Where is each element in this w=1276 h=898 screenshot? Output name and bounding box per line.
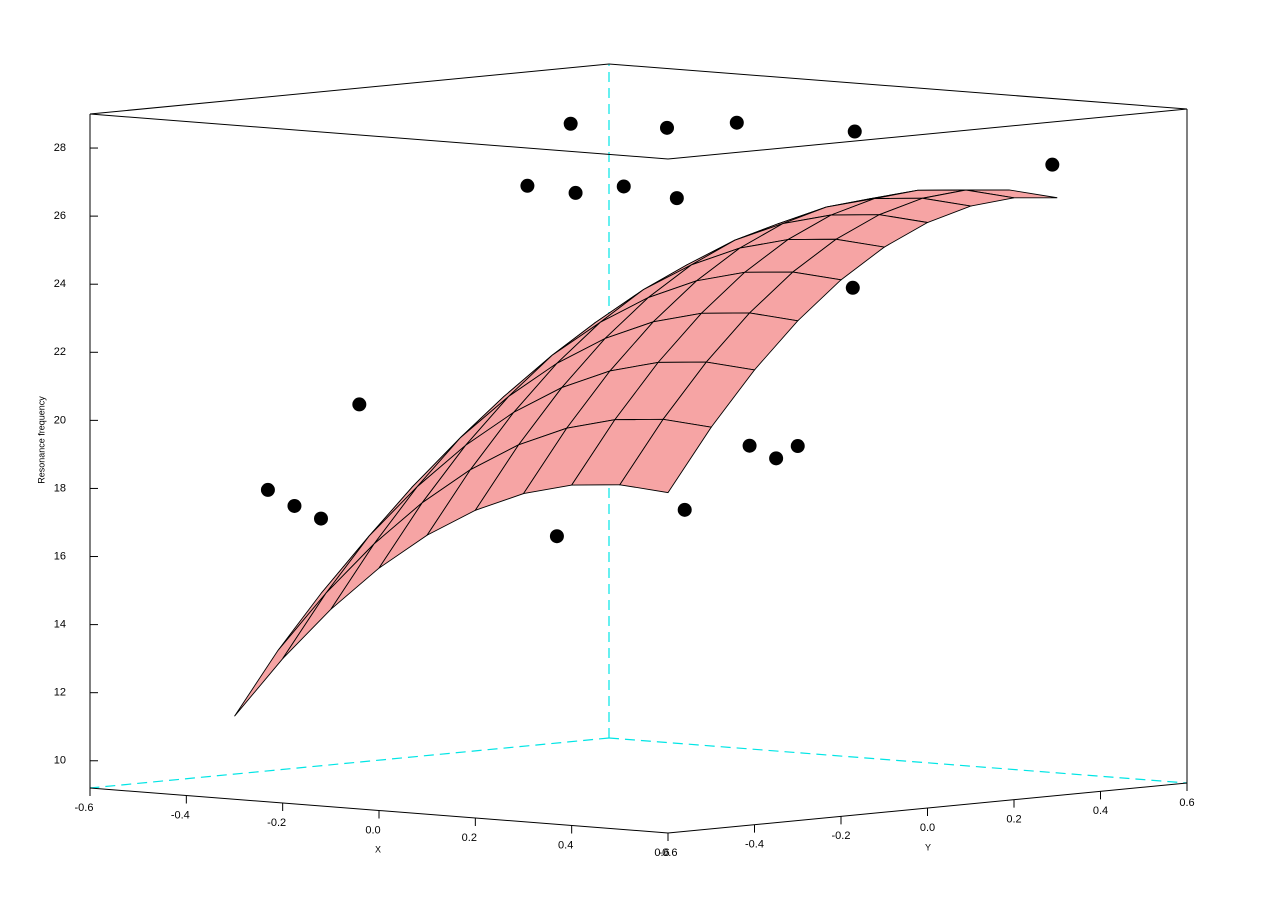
data-point [568,185,583,200]
data-point [677,502,692,517]
y-tick-label: 0.0 [920,822,935,834]
z-tick-label: 22 [54,346,66,358]
surface-patch [330,502,423,610]
data-point [790,439,805,454]
z-tick-label: 14 [54,619,66,631]
data-point [847,124,862,139]
box-edge [608,737,1188,784]
x-tick-label: -0.6 [75,802,94,814]
x-tick-label: -0.4 [171,809,190,821]
z-tick-label: 26 [54,210,66,222]
y-axis-title: Y [925,842,931,852]
x-tick-label: -0.2 [267,817,286,829]
data-point [314,511,328,526]
y-tick-label: 0.4 [1093,805,1108,817]
box-edge [89,63,610,115]
z-axis-title: Resonance frequency [36,396,46,484]
data-point [729,115,744,130]
box-edge [608,63,1188,110]
z-tick-label: 18 [54,482,66,494]
box-edge [89,113,669,160]
data-point [616,179,631,194]
data-point [352,397,367,412]
box-edge [667,108,1188,160]
box-edge [89,737,610,789]
x-tick-label: 0.6 [654,847,669,859]
y-tick-label: -0.6 [659,847,678,859]
x-tick-label: 0.4 [558,839,573,851]
data-point [260,482,275,497]
z-tick-label: 24 [54,278,66,290]
z-tick-label: 16 [54,550,66,562]
data-point [769,451,784,466]
data-point [287,498,302,513]
y-tick-label: 0.2 [1006,814,1021,826]
z-tick-label: 20 [54,414,66,426]
surface-patch [282,543,375,659]
data-point [549,529,564,544]
x-axis-title: X [375,844,381,854]
data-point [1045,157,1060,172]
y-tick-label: -0.4 [745,839,764,851]
data-point [563,116,578,131]
surface-patch [619,418,713,494]
z-tick-label: 12 [54,687,66,699]
x-tick-label: 0.0 [365,824,380,836]
y-tick-label: -0.2 [832,830,851,842]
data-point [845,280,860,295]
data-point [660,120,674,135]
data-point [669,191,684,206]
data-point [742,438,757,453]
z-tick-label: 28 [54,142,66,154]
data-point [520,178,535,193]
y-tick-label: 0.6 [1179,797,1194,809]
z-tick-label: 10 [54,755,66,767]
surface-patch [277,535,370,652]
surface-patch [234,592,327,717]
x-tick-label: 0.2 [462,832,477,844]
